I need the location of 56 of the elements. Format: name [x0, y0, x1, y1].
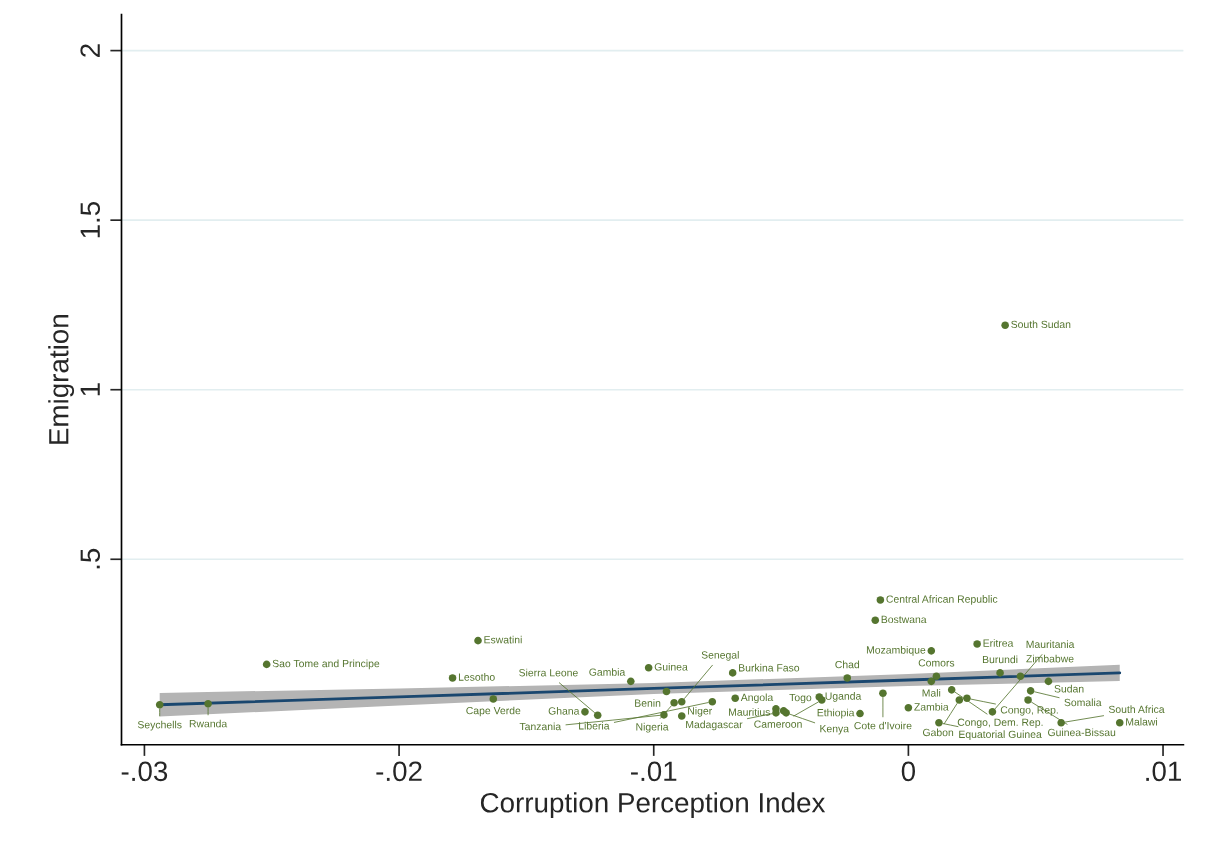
y-tick-label: 1.5 — [80, 202, 101, 238]
annotation: Somalia — [1064, 698, 1102, 707]
y-tick-label: 1 — [80, 383, 100, 396]
annotation: Congo, Dem. Rep. — [957, 718, 1043, 729]
annotation: Gabon — [923, 728, 954, 737]
annotation: Equatorial Guinea — [959, 730, 1042, 741]
x-tick-label: 0 — [901, 761, 916, 782]
annotation: Togo — [789, 693, 812, 704]
annotation: Liberia — [579, 721, 610, 730]
annotation: Tanzania — [519, 722, 562, 731]
annotation: Central African Republic — [886, 595, 998, 605]
annotation: Ghana — [548, 707, 580, 715]
x-tick-label: -.01 — [631, 761, 677, 782]
annotation: Sao Tome and Principe — [272, 659, 380, 670]
annotation: Guinea-Bissau — [1048, 728, 1116, 737]
x-tick-label: .01 — [1146, 761, 1181, 782]
annotation: Cape Verde — [466, 706, 521, 717]
y-axis-title: Emigration — [48, 315, 75, 444]
annotation: Benin — [635, 699, 661, 707]
annotation: Guinea — [654, 662, 688, 671]
y-tick-label: .5 — [80, 548, 101, 569]
annotation: Mali — [922, 689, 941, 697]
x-tick-label: -.03 — [121, 761, 168, 782]
annotation: Angola — [740, 693, 774, 704]
annotation: Bostwana — [881, 615, 927, 624]
annotation: Eswatini — [484, 635, 522, 644]
annotation: Gambia — [589, 668, 626, 676]
annotation: Sierra Leone — [519, 668, 578, 677]
annotation: Burundi — [982, 655, 1018, 664]
annotation: Zambia — [914, 702, 949, 711]
annotation: Rwanda — [189, 719, 228, 728]
annotation: Comors — [918, 659, 955, 667]
annotation: Burkina Faso — [739, 663, 800, 672]
annotation: Seychells — [137, 720, 182, 731]
annotation: Senegal — [701, 651, 739, 661]
annotation: Lesotho — [458, 673, 495, 681]
annotation: South Sudan — [1011, 320, 1071, 329]
annotation: Madagascar — [686, 720, 743, 731]
annotation: Kenya — [820, 725, 850, 735]
annotation: Mauritius — [729, 708, 771, 716]
annotation: Niger — [688, 706, 713, 717]
annotation: Mauritania — [1026, 640, 1075, 648]
x-axis-title: Corruption Perception Index — [480, 792, 826, 819]
annotation: Chad — [835, 660, 860, 669]
annotation: Sudan — [1054, 684, 1084, 693]
annotation: Uganda — [825, 692, 862, 702]
x-tick-label: -.02 — [376, 761, 422, 782]
annotation: Nigeria — [636, 722, 669, 733]
annotation: Eritrea — [983, 639, 1014, 647]
y-tick-label: 2 — [80, 44, 100, 57]
annotation: Cameroon — [754, 720, 802, 728]
annotation: South Africa — [1108, 705, 1165, 714]
annotation: Mozambique — [866, 645, 926, 656]
annotation: Cote d'Ivoire — [854, 721, 912, 730]
annotation: Malawi — [1126, 717, 1158, 726]
annotation: Ethiopia — [817, 708, 855, 719]
